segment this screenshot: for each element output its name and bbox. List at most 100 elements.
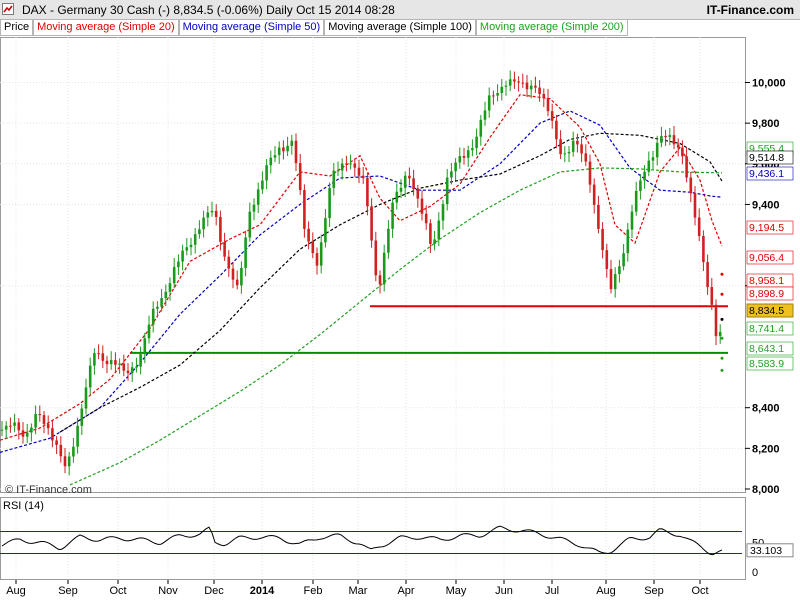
legend-ma200[interactable]: Moving average (Simple 200) — [475, 20, 628, 36]
candle-body — [395, 191, 399, 203]
candle-body — [88, 365, 92, 388]
candle-body — [605, 250, 609, 270]
candle-body — [458, 156, 462, 163]
candle-body — [420, 198, 424, 214]
candle-body — [399, 187, 403, 192]
candle-body — [563, 153, 567, 155]
candle-body — [189, 244, 193, 248]
legend-price[interactable]: Price — [0, 20, 34, 36]
price-label-box — [746, 220, 794, 235]
candle-body — [315, 253, 319, 266]
candle-body — [93, 353, 96, 366]
candle-body — [147, 324, 151, 339]
moving-average-line — [0, 110, 723, 453]
candle-body — [135, 366, 138, 368]
candle-body — [156, 306, 159, 309]
x-tick-label: Dec — [204, 585, 224, 597]
rsi-value-box — [746, 543, 794, 558]
candle-body — [618, 266, 621, 275]
candle-body — [84, 387, 88, 409]
candle-body — [361, 175, 365, 179]
price-label: 9,056.4 — [749, 252, 784, 264]
x-tick-label: Mar — [349, 585, 368, 597]
candle-body — [231, 268, 235, 280]
x-tick-label: Oct — [691, 585, 708, 597]
watermark: © IT-Finance.com — [5, 484, 92, 496]
price-label: 8,898.9 — [749, 288, 784, 300]
candle-body — [101, 353, 105, 361]
candle-body — [126, 370, 130, 374]
candle-body — [290, 140, 294, 146]
last-price-box — [746, 303, 794, 318]
candle-body — [483, 110, 487, 120]
candle-body — [706, 262, 709, 288]
price-label: 8,834.5 — [749, 305, 784, 317]
projection-dots — [720, 272, 724, 372]
price-label: 8,958.1 — [749, 275, 784, 287]
candle-body — [651, 157, 655, 161]
candle-body — [21, 430, 25, 437]
chart-icon — [2, 3, 14, 15]
candle-body — [235, 279, 239, 286]
candle-body — [181, 250, 184, 262]
candle-body — [130, 367, 134, 374]
legend-ma100[interactable]: Moving average (Simple 100) — [324, 20, 476, 36]
candle-body — [559, 139, 562, 155]
candle-body — [227, 256, 231, 269]
candle-body — [613, 274, 617, 290]
candle-body — [223, 241, 226, 257]
candle-body — [546, 98, 550, 112]
candle-body — [80, 408, 84, 426]
candle-body — [630, 211, 634, 230]
candle-body — [702, 235, 705, 263]
candle-body — [513, 79, 516, 82]
candle-body — [38, 413, 42, 416]
candle-body — [685, 156, 688, 178]
candle-body — [261, 180, 264, 190]
candle-body — [378, 275, 382, 285]
candle-body — [626, 229, 630, 254]
candle-body — [487, 95, 491, 111]
candle-body — [676, 144, 680, 148]
candle-body — [450, 171, 453, 178]
candle-body — [697, 217, 701, 236]
chart-title: DAX - Germany 30 Cash (-) 8,834.5 (-0.06… — [22, 3, 395, 17]
legend-ma20[interactable]: Moving average (Simple 20) — [33, 20, 179, 36]
candle-body — [534, 85, 537, 88]
candle-body — [366, 178, 369, 207]
candle-body — [240, 267, 243, 286]
candle-body — [714, 304, 718, 337]
price-panel-frame — [0, 37, 746, 493]
candle-body — [475, 136, 478, 149]
candle-body — [332, 170, 336, 188]
candle-body — [592, 184, 596, 205]
rsi-label: RSI (14) — [3, 500, 44, 512]
candle-body — [647, 160, 651, 172]
candle-body — [370, 206, 373, 241]
candle-body — [0, 429, 4, 431]
price-label: 9,436.1 — [749, 168, 784, 180]
candle-body — [34, 413, 37, 428]
candle-body — [517, 81, 520, 83]
candle-body — [718, 331, 722, 337]
projection-dot — [720, 317, 724, 321]
candle-body — [609, 269, 613, 290]
rsi-panel-frame — [0, 497, 746, 580]
candle-body — [122, 363, 126, 371]
candle-body — [252, 204, 256, 212]
candle-body — [643, 171, 646, 181]
candle-body — [46, 423, 50, 429]
candle-body — [311, 241, 315, 254]
candle-body — [550, 111, 554, 121]
candle-body — [382, 252, 386, 285]
x-tick-label: Aug — [6, 585, 26, 597]
brand-label: IT-Finance.com — [706, 3, 794, 17]
y-tick-label: 9,400 — [752, 199, 780, 211]
price-label-box — [746, 321, 794, 336]
price-label-box — [746, 150, 794, 165]
projection-dot — [720, 292, 724, 296]
legend-ma50[interactable]: Moving average (Simple 50) — [178, 20, 325, 36]
candle-body — [118, 363, 121, 365]
candle-body — [185, 247, 189, 251]
